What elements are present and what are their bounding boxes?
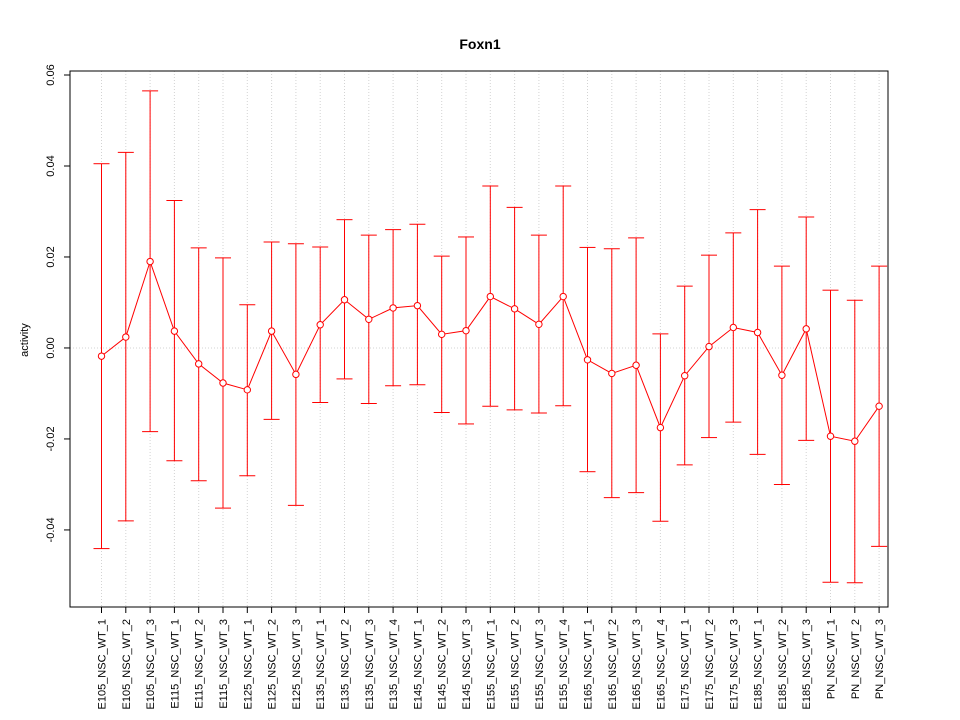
data-point	[656, 423, 665, 432]
data-point	[535, 320, 543, 329]
x-tick-label: E185_NSC_WT_1	[753, 619, 765, 710]
y-tick-label: -0.04	[45, 517, 57, 542]
x-tick-label: E165_NSC_WT_2	[607, 619, 619, 710]
x-tick-label: E115_NSC_WT_3	[218, 619, 230, 709]
x-tick-label: E125_NSC_WT_2	[267, 619, 279, 710]
data-point	[826, 432, 835, 440]
y-axis-label: activity	[19, 323, 31, 357]
x-tick-label: PN_NSC_WT_2	[850, 619, 862, 699]
data-point	[559, 292, 567, 301]
data-point	[729, 323, 737, 332]
data-point	[243, 386, 252, 394]
data-point	[705, 342, 713, 351]
data-point	[97, 352, 106, 360]
data-point	[462, 326, 470, 335]
data-point	[510, 305, 519, 313]
x-tick-label: E145_NSC_WT_2	[437, 619, 449, 710]
x-tick-label: E105_NSC_WT_3	[145, 619, 157, 710]
data-point	[608, 369, 616, 378]
data-point	[486, 292, 494, 301]
data-point	[851, 437, 859, 445]
x-tick-label: PN_NSC_WT_3	[874, 619, 886, 699]
y-tick-label: 0.04	[45, 155, 57, 176]
data-point	[875, 402, 883, 410]
data-point	[122, 333, 130, 341]
data-point	[195, 360, 203, 368]
x-tick-label: E115_NSC_WT_2	[194, 619, 206, 709]
x-tick-label: E185_NSC_WT_2	[777, 619, 789, 710]
x-tick-label: E135_NSC_WT_3	[364, 619, 376, 710]
data-point	[802, 325, 810, 333]
data-point	[632, 361, 640, 369]
data-point	[583, 356, 592, 364]
x-tick-label: E175_NSC_WT_1	[680, 619, 692, 710]
y-tick-label: 0.02	[45, 246, 57, 267]
data-point	[146, 257, 154, 266]
data-point	[292, 370, 300, 379]
data-point	[778, 371, 786, 379]
x-tick-label: E155_NSC_WT_2	[510, 619, 522, 710]
series-layer	[93, 90, 888, 584]
data-point	[267, 327, 276, 335]
y-tick-label: -0.02	[45, 426, 57, 451]
x-tick-label: E125_NSC_WT_3	[291, 619, 303, 710]
y-tick-label: 0.06	[45, 64, 57, 85]
x-tick-label: E155_NSC_WT_1	[485, 619, 497, 710]
data-point	[219, 379, 227, 387]
data-point	[753, 328, 762, 337]
x-tick-label: E115_NSC_WT_1	[169, 619, 181, 709]
x-tick-label: E125_NSC_WT_1	[242, 619, 254, 710]
x-tick-label: E145_NSC_WT_3	[461, 619, 473, 710]
x-tick-label: E135_NSC_WT_2	[340, 619, 352, 710]
data-point	[170, 327, 179, 335]
x-tick-label: E155_NSC_WT_4	[558, 619, 570, 710]
data-point	[316, 321, 324, 329]
x-tick-label: E185_NSC_WT_3	[801, 619, 813, 710]
x-tick-label: E165_NSC_WT_4	[655, 619, 667, 710]
data-point	[413, 301, 422, 310]
data-point	[365, 315, 373, 324]
y-tick-label: 0.00	[45, 337, 57, 358]
data-point	[340, 296, 349, 304]
x-tick-label: E135_NSC_WT_4	[388, 619, 400, 710]
x-tick-label: E105_NSC_WT_1	[97, 619, 109, 710]
plot-frame	[69, 70, 889, 608]
grid-layer	[70, 71, 888, 607]
x-tick-label: E105_NSC_WT_2	[121, 619, 133, 710]
axis-layer: -0.04 -0.02 0.00 0.02 0.04 0.06 E105_NSC_WT_1 E…	[45, 64, 886, 709]
x-tick-label: PN_NSC_WT_1	[826, 619, 838, 699]
x-tick-label: E175_NSC_WT_3	[728, 619, 740, 710]
x-tick-label: E135_NSC_WT_1	[315, 619, 327, 710]
data-point	[681, 372, 689, 380]
data-point	[438, 330, 446, 339]
x-tick-label: E165_NSC_WT_1	[583, 619, 595, 710]
data-point	[389, 304, 397, 312]
chart-title: Foxn1	[459, 36, 500, 52]
x-tick-label: E155_NSC_WT_3	[534, 619, 546, 710]
x-tick-label: E145_NSC_WT_1	[412, 619, 424, 710]
x-tick-label: E165_NSC_WT_3	[631, 619, 643, 710]
x-tick-label: E175_NSC_WT_2	[704, 619, 716, 710]
